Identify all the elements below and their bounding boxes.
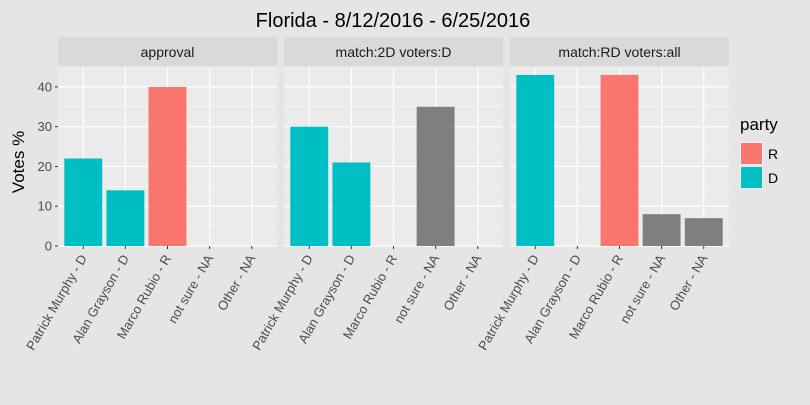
bar xyxy=(416,106,455,247)
y-tick-label: 40 xyxy=(38,79,52,94)
legend-title: party xyxy=(740,115,778,134)
x-tick-label: Other - NA xyxy=(666,252,710,314)
y-tick-label: 30 xyxy=(38,119,52,134)
bar xyxy=(106,190,145,246)
x-tick-label: Other - NA xyxy=(440,252,484,314)
facet-strip-label: match:2D voters:D xyxy=(336,44,452,60)
bar xyxy=(684,218,723,246)
bar xyxy=(290,126,329,246)
x-tick-label: not sure - NA xyxy=(617,252,668,326)
facet-strip xyxy=(510,37,729,66)
facet-strip-label: match:RD voters:all xyxy=(558,44,680,60)
facet-strip xyxy=(58,37,277,66)
facet-strip xyxy=(284,37,503,66)
bar xyxy=(64,158,103,246)
bar xyxy=(148,86,187,246)
y-tick-label: 10 xyxy=(38,199,52,214)
bar xyxy=(642,214,681,246)
chart-title: Florida - 8/12/2016 - 6/25/2016 xyxy=(256,10,531,32)
legend-swatch xyxy=(741,143,762,164)
bar xyxy=(516,74,555,246)
y-axis-title: Votes % xyxy=(9,131,28,193)
y-tick-label: 0 xyxy=(45,239,52,254)
legend-label: D xyxy=(768,170,778,186)
bar xyxy=(332,162,371,246)
legend-label: R xyxy=(768,146,778,162)
x-tick-label: Other - NA xyxy=(214,252,258,314)
x-tick-label: not sure - NA xyxy=(391,252,442,326)
x-tick-label: not sure - NA xyxy=(165,252,216,326)
legend: party RD xyxy=(740,115,778,189)
bar xyxy=(600,74,639,246)
y-tick-label: 20 xyxy=(38,159,52,174)
legend-swatch xyxy=(741,167,762,188)
facet-strip-label: approval xyxy=(141,44,195,60)
